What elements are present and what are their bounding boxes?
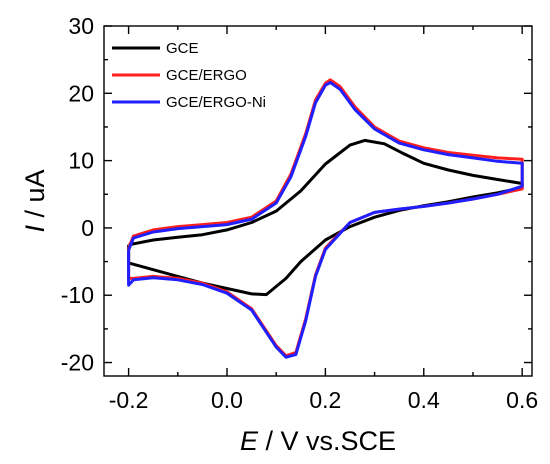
x-tick-label: 0.6 (506, 387, 538, 413)
x-axis-symbol: E (240, 426, 259, 456)
series-layer (127, 78, 524, 359)
axis-layer: -0.2 0.0 0.2 0.4 0.6 -20 -10 0 10 20 30 (61, 13, 538, 413)
y-tick-label: -20 (61, 350, 94, 376)
x-tick-label: -0.2 (109, 387, 149, 413)
y-tick-label: 0 (81, 215, 94, 241)
y-tick-label: -10 (61, 282, 94, 308)
x-tick-label: 0.2 (309, 387, 341, 413)
y-tick-label: 20 (68, 80, 94, 106)
legend-label-2: GCE/ERGO-Ni (166, 94, 266, 111)
y-axis-unit: / uA (20, 169, 50, 225)
series-line-0 (127, 138, 524, 297)
y-axis-title: I / uA (20, 169, 50, 232)
legend: GCE GCE/ERGO GCE/ERGO-Ni (112, 40, 266, 111)
series-line-2 (127, 81, 524, 359)
legend-label-1: GCE/ERGO (166, 67, 247, 84)
y-axis-symbol: I (20, 225, 50, 233)
x-axis-unit: / V vs.SCE (258, 426, 396, 456)
x-axis-title: E / V vs.SCE (240, 426, 396, 456)
plot-frame (103, 25, 533, 377)
x-tick-label: 0.4 (408, 387, 440, 413)
x-tick-label: 0.0 (211, 387, 243, 413)
y-tick-label: 30 (68, 13, 94, 39)
y-tick-label: 10 (68, 148, 94, 174)
series-line-1 (127, 78, 524, 358)
legend-label-0: GCE (166, 40, 199, 57)
